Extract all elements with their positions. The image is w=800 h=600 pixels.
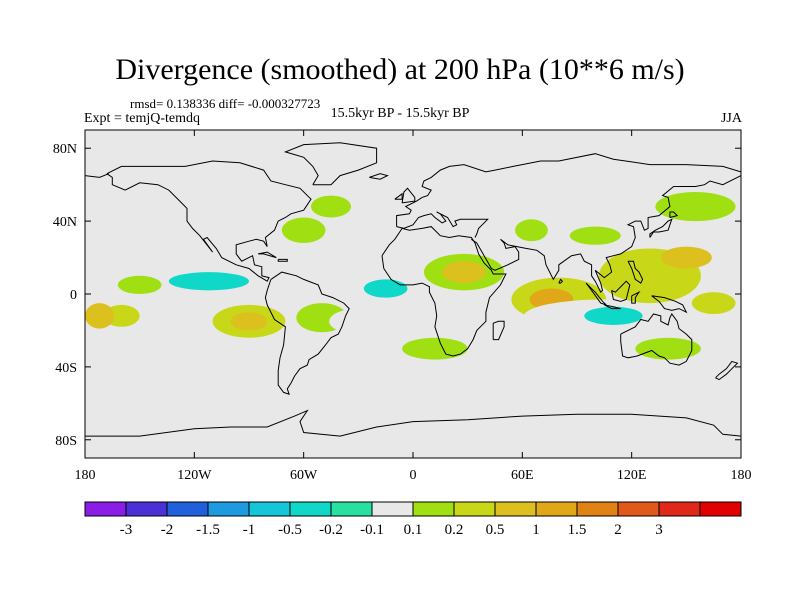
colorbar-swatch <box>84 501 127 517</box>
coastline-16 <box>627 260 644 284</box>
coastline-24 <box>258 251 277 259</box>
chart-title: Divergence (smoothed) at 200 hPa (10**6 … <box>115 53 685 86</box>
colorbar-swatch <box>207 501 250 517</box>
coastline-13 <box>651 295 688 314</box>
colorbar-label: 0.5 <box>486 522 505 538</box>
colorbar-label: -0.2 <box>319 522 343 538</box>
coastline-14 <box>649 218 673 238</box>
colorbar-swatch <box>166 501 209 517</box>
colorbar-swatch <box>371 501 414 517</box>
colorbar-label: 3 <box>655 522 663 538</box>
x-tick-label: 180 <box>75 468 96 483</box>
colorbar-swatch <box>658 501 701 517</box>
y-axis: 80N 40N 0 40S 80S <box>53 142 741 449</box>
colorbar-swatch <box>576 501 619 517</box>
contour-region-22 <box>584 306 643 325</box>
contour-region-27 <box>635 337 701 360</box>
coastline-4 <box>396 211 489 238</box>
contour-region-1 <box>168 272 250 291</box>
colorbar-swatch <box>453 501 496 517</box>
colorbar-swatch <box>125 501 168 517</box>
contour-region-12 <box>363 279 408 298</box>
season-label: JJA <box>720 111 742 126</box>
coastline-15 <box>669 211 679 218</box>
coastline-22 <box>715 360 739 381</box>
colorbar-swatch <box>535 501 578 517</box>
coastline-19 <box>394 192 403 200</box>
contour-region-10 <box>329 219 370 249</box>
coastline-21 <box>283 142 378 186</box>
colorbar-swatch <box>617 501 660 517</box>
contour-region-3 <box>148 304 222 335</box>
coastline-17 <box>492 320 505 341</box>
contour-region-28 <box>515 219 548 242</box>
colorbar-label: -1 <box>243 522 256 538</box>
contour-region-24 <box>660 246 712 269</box>
contour-region-18 <box>402 337 468 360</box>
coastlines <box>85 142 741 437</box>
colorbar-label: 0.2 <box>445 522 464 538</box>
x-axis: 180 120W 60W 0 60E 120E 180 <box>75 130 752 483</box>
contour-region-9 <box>310 195 352 218</box>
colorbar-label: 2 <box>614 522 622 538</box>
y-tick-label: 80N <box>53 142 77 157</box>
stats-label: rmsd= 0.138336 diff= -0.000327723 <box>130 96 321 111</box>
colorbar-swatch <box>699 501 742 517</box>
x-tick-label: 0 <box>410 468 417 483</box>
colorbar-swatch <box>494 501 537 517</box>
contour-region-25 <box>655 191 736 222</box>
coastline-23 <box>558 278 564 284</box>
y-tick-label: 40N <box>53 215 77 230</box>
coastline-1 <box>264 271 350 395</box>
coastline-7 <box>620 313 693 366</box>
colorbar-swatch <box>412 501 455 517</box>
contour-region-2 <box>117 275 162 294</box>
experiment-label: Expt = temjQ-temdq <box>84 111 200 126</box>
colorbar-swatch <box>248 501 291 517</box>
coastline-11 <box>604 304 621 310</box>
colorbar-swatch <box>330 501 373 517</box>
contour-region-26 <box>691 292 736 315</box>
y-tick-label: 0 <box>70 288 77 303</box>
coastline-5 <box>471 175 741 294</box>
colorbar-label: 0.1 <box>404 522 423 538</box>
y-tick-label: 80S <box>55 434 77 449</box>
coastline-10 <box>611 280 631 302</box>
x-tick-label: 120E <box>617 468 647 483</box>
contour-region-7 <box>85 303 115 329</box>
contour-region-16 <box>442 261 486 284</box>
coastline-25 <box>277 258 288 262</box>
colorbar: -3 -2 -1.5 -1 -0.5 -0.2 -0.1 0.1 0.2 0.5 1 1.5 2 3 <box>84 501 742 538</box>
coastline-12 <box>631 290 641 304</box>
coastline-18 <box>401 187 416 204</box>
colorbar-label: 1 <box>532 522 540 538</box>
coastline-0 <box>106 160 312 282</box>
coastline-3 <box>396 153 741 227</box>
coastline-2 <box>381 226 507 357</box>
coastline-20 <box>369 173 389 180</box>
contour-region-17 <box>443 295 510 329</box>
colorbar-label: -1.5 <box>196 522 220 538</box>
divergence-field <box>85 191 736 360</box>
colorbar-label: -0.1 <box>360 522 384 538</box>
colorbar-label: 1.5 <box>568 522 587 538</box>
contour-region-29 <box>569 226 621 245</box>
x-tick-label: 60E <box>511 468 534 483</box>
colorbar-label: -0.5 <box>278 522 302 538</box>
y-tick-label: 40S <box>55 361 77 376</box>
colorbar-swatch <box>289 501 332 517</box>
colorbar-label: -3 <box>120 522 133 538</box>
period-label: 15.5kyr BP - 15.5kyr BP <box>330 106 470 121</box>
colorbar-label: -2 <box>161 522 174 538</box>
contour-region-8 <box>281 217 326 243</box>
contour-region-5 <box>230 312 268 331</box>
x-tick-label: 120W <box>177 468 212 483</box>
coastline-6 <box>85 173 109 178</box>
x-tick-label: 180 <box>731 468 752 483</box>
contour-region-14 <box>329 308 388 335</box>
coastline-8 <box>85 409 741 437</box>
x-tick-label: 60W <box>290 468 318 483</box>
